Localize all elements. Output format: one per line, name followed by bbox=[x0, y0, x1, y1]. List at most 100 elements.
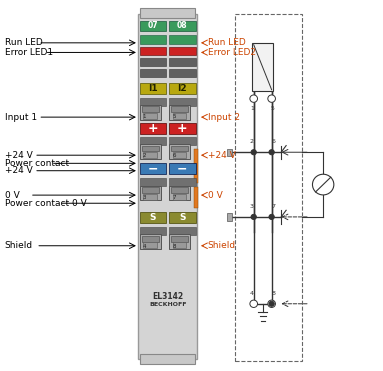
Bar bbox=[169, 46, 196, 55]
Bar bbox=[139, 69, 166, 77]
Text: 1: 1 bbox=[142, 114, 146, 119]
Text: 1: 1 bbox=[250, 106, 254, 111]
Bar bbox=[139, 137, 166, 145]
Text: 4: 4 bbox=[250, 290, 254, 296]
Bar bbox=[171, 145, 188, 151]
Bar bbox=[173, 194, 187, 200]
Text: S: S bbox=[179, 213, 186, 222]
Bar bbox=[169, 58, 196, 66]
Circle shape bbox=[268, 95, 275, 102]
Bar bbox=[171, 236, 188, 242]
Bar bbox=[171, 187, 188, 193]
Circle shape bbox=[313, 174, 334, 195]
Text: 0 V: 0 V bbox=[5, 191, 19, 200]
Bar bbox=[143, 194, 157, 200]
Text: Shield: Shield bbox=[208, 241, 236, 250]
Text: 5: 5 bbox=[271, 106, 275, 111]
Bar bbox=[169, 144, 190, 159]
Text: EL3142: EL3142 bbox=[152, 292, 183, 301]
Bar bbox=[139, 46, 166, 55]
Bar bbox=[140, 354, 195, 364]
Text: 2: 2 bbox=[142, 154, 146, 158]
Circle shape bbox=[250, 300, 257, 308]
Text: Input 1: Input 1 bbox=[5, 113, 37, 122]
Bar bbox=[139, 21, 166, 31]
Bar bbox=[139, 234, 160, 249]
Bar bbox=[141, 187, 159, 193]
Bar bbox=[139, 178, 166, 186]
Bar bbox=[139, 36, 166, 44]
Text: 0 V: 0 V bbox=[208, 191, 222, 200]
Text: +24 V: +24 V bbox=[208, 151, 235, 160]
Bar bbox=[173, 113, 187, 119]
Text: 6: 6 bbox=[271, 139, 275, 144]
Text: I2: I2 bbox=[178, 84, 187, 93]
Circle shape bbox=[250, 95, 257, 102]
Text: +: + bbox=[147, 122, 158, 135]
Text: 4: 4 bbox=[142, 244, 146, 249]
Bar bbox=[171, 106, 188, 112]
Bar bbox=[194, 187, 198, 208]
Text: 07: 07 bbox=[147, 21, 158, 30]
Circle shape bbox=[269, 214, 274, 220]
Text: −: − bbox=[147, 162, 158, 175]
Bar bbox=[169, 227, 196, 235]
Bar bbox=[141, 145, 159, 151]
Bar bbox=[139, 227, 166, 235]
Circle shape bbox=[251, 214, 256, 220]
Text: Power contact: Power contact bbox=[5, 159, 69, 168]
Bar bbox=[227, 148, 232, 156]
Bar bbox=[143, 242, 157, 248]
Text: Input 2: Input 2 bbox=[208, 113, 239, 122]
Bar bbox=[169, 186, 190, 200]
Text: 8: 8 bbox=[172, 244, 176, 249]
Text: Run LED: Run LED bbox=[208, 38, 245, 47]
Text: 7: 7 bbox=[271, 204, 275, 209]
Text: 8: 8 bbox=[271, 290, 275, 296]
Bar bbox=[173, 242, 187, 248]
Circle shape bbox=[268, 300, 275, 308]
Bar bbox=[252, 43, 273, 91]
Bar bbox=[139, 163, 166, 174]
Bar bbox=[169, 212, 196, 223]
Bar bbox=[194, 149, 198, 183]
Text: Power contact 0 V: Power contact 0 V bbox=[5, 199, 86, 208]
Circle shape bbox=[251, 150, 256, 155]
Bar bbox=[169, 98, 196, 106]
Circle shape bbox=[269, 150, 274, 155]
Circle shape bbox=[269, 301, 274, 306]
Bar bbox=[139, 212, 166, 223]
Text: +24 V: +24 V bbox=[5, 166, 32, 175]
Bar bbox=[139, 83, 166, 94]
Text: 08: 08 bbox=[177, 21, 188, 30]
Bar bbox=[169, 163, 196, 174]
Text: BECKHOFF: BECKHOFF bbox=[149, 302, 187, 307]
Bar bbox=[169, 36, 196, 44]
Text: Run LED: Run LED bbox=[5, 38, 42, 47]
Bar bbox=[139, 98, 166, 106]
Text: 3: 3 bbox=[250, 204, 254, 209]
Bar bbox=[140, 8, 195, 19]
Bar bbox=[141, 236, 159, 242]
Text: 6: 6 bbox=[172, 154, 176, 158]
Bar bbox=[173, 152, 187, 158]
Bar bbox=[139, 186, 160, 200]
Bar bbox=[169, 83, 196, 94]
Text: 5: 5 bbox=[172, 114, 176, 119]
Bar bbox=[169, 123, 196, 134]
Bar bbox=[236, 14, 302, 361]
Bar bbox=[169, 137, 196, 145]
Text: Shield: Shield bbox=[5, 241, 33, 250]
Text: +24 V: +24 V bbox=[5, 151, 32, 160]
Bar bbox=[139, 123, 166, 134]
Text: I1: I1 bbox=[148, 84, 158, 93]
Bar bbox=[139, 144, 160, 159]
Text: 3: 3 bbox=[142, 195, 146, 200]
Bar bbox=[141, 106, 159, 112]
Text: Error LED1: Error LED1 bbox=[5, 48, 52, 57]
Bar bbox=[169, 21, 196, 31]
Text: 7: 7 bbox=[172, 195, 176, 200]
Bar bbox=[139, 105, 160, 120]
Bar bbox=[143, 152, 157, 158]
Bar bbox=[169, 234, 190, 249]
